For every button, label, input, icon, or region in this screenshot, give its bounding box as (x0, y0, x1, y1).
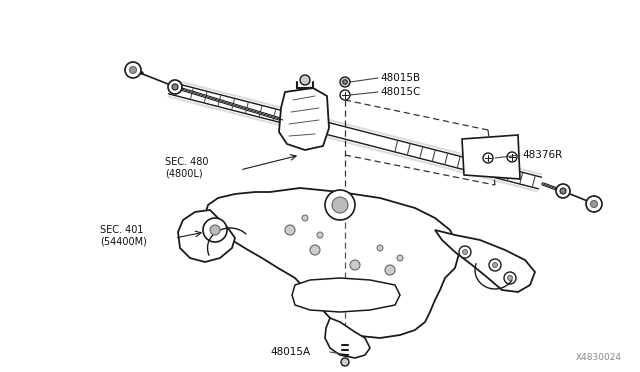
Circle shape (504, 272, 516, 284)
Circle shape (508, 276, 513, 280)
Circle shape (172, 84, 178, 90)
Text: 48015C: 48015C (380, 87, 420, 97)
Circle shape (125, 62, 141, 78)
Polygon shape (462, 135, 520, 179)
Circle shape (385, 265, 395, 275)
Polygon shape (205, 188, 460, 338)
Text: SEC. 401: SEC. 401 (100, 225, 143, 235)
Text: 48376R: 48376R (522, 150, 563, 160)
Circle shape (507, 152, 517, 162)
Text: 48015A: 48015A (270, 347, 310, 357)
Circle shape (203, 218, 227, 242)
Text: (4800L): (4800L) (165, 169, 203, 179)
Circle shape (350, 260, 360, 270)
Circle shape (302, 215, 308, 221)
Circle shape (285, 225, 295, 235)
Polygon shape (435, 230, 535, 292)
Text: (54400M): (54400M) (100, 237, 147, 247)
Circle shape (310, 245, 320, 255)
Circle shape (300, 75, 310, 85)
Circle shape (483, 153, 493, 163)
Circle shape (377, 245, 383, 251)
Circle shape (397, 255, 403, 261)
Circle shape (210, 225, 220, 235)
Circle shape (168, 80, 182, 94)
Circle shape (129, 67, 136, 74)
Polygon shape (292, 278, 400, 312)
Circle shape (560, 188, 566, 194)
Circle shape (343, 80, 348, 84)
Circle shape (489, 259, 501, 271)
Polygon shape (279, 88, 329, 150)
Circle shape (493, 263, 497, 267)
Polygon shape (178, 210, 235, 262)
Circle shape (463, 250, 467, 254)
Circle shape (340, 77, 350, 87)
Text: X4830024: X4830024 (576, 353, 622, 362)
Circle shape (332, 197, 348, 213)
Text: SEC. 480: SEC. 480 (165, 157, 209, 167)
Text: 48015B: 48015B (380, 73, 420, 83)
Circle shape (591, 201, 598, 208)
Circle shape (586, 196, 602, 212)
Circle shape (556, 184, 570, 198)
Circle shape (459, 246, 471, 258)
Circle shape (341, 358, 349, 366)
Circle shape (325, 190, 355, 220)
Polygon shape (325, 318, 370, 358)
Circle shape (317, 232, 323, 238)
Circle shape (340, 90, 350, 100)
